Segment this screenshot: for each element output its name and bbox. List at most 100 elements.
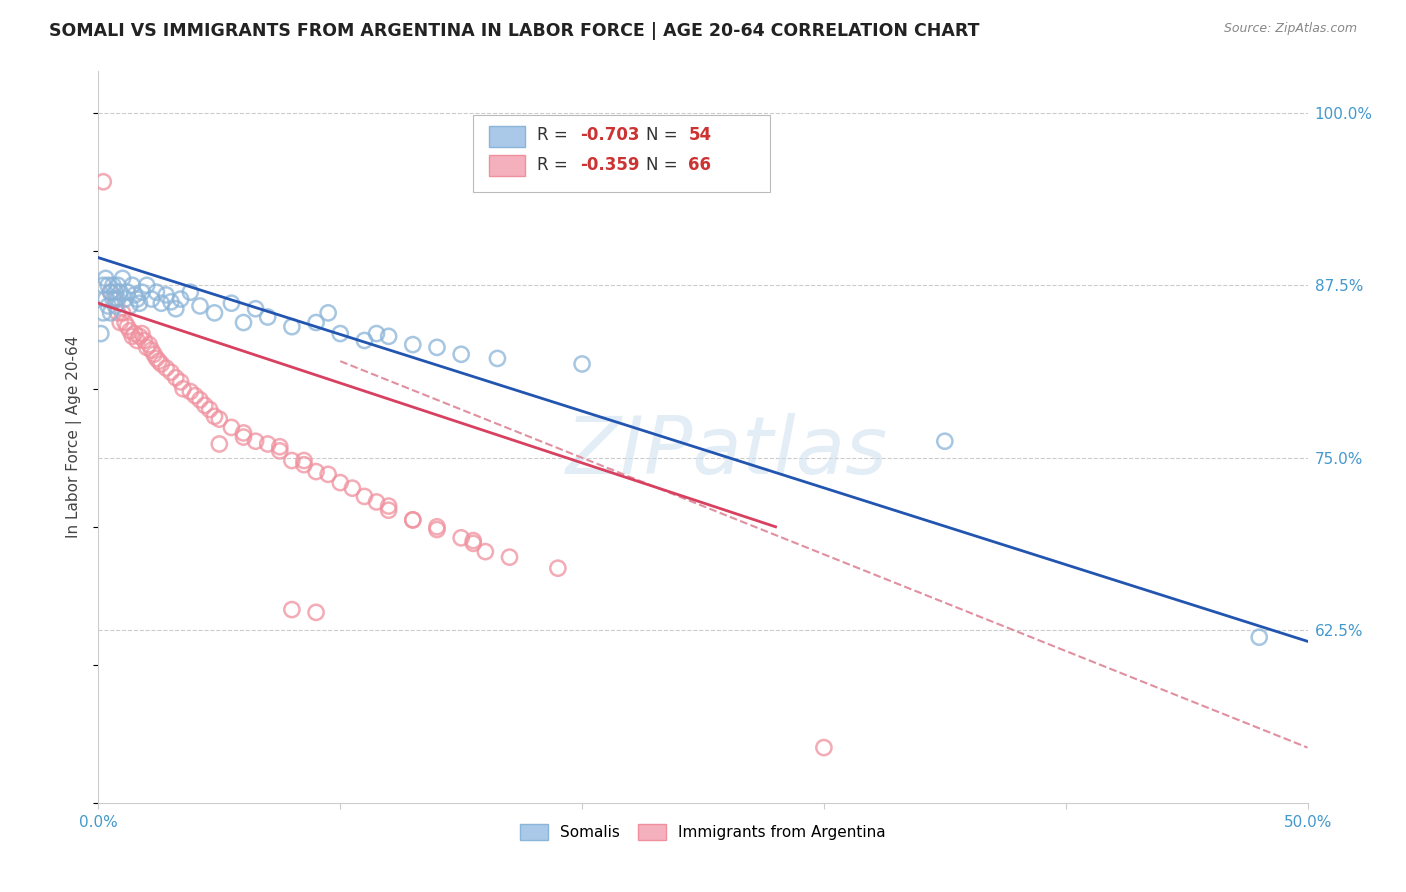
Point: [118, 324, 141, 338]
Text: R =: R =: [537, 126, 574, 144]
Point: [316, 306, 339, 320]
Point: [353, 490, 375, 504]
Point: [90, 326, 112, 341]
Point: [121, 329, 143, 343]
Point: [232, 425, 254, 440]
Point: [108, 285, 131, 300]
Point: [281, 602, 304, 616]
Point: [281, 453, 304, 467]
Point: [121, 278, 143, 293]
Point: [377, 499, 399, 513]
Point: [135, 340, 157, 354]
Text: 66: 66: [689, 156, 711, 174]
Point: [143, 347, 166, 361]
Point: [245, 301, 267, 316]
Point: [128, 296, 150, 310]
Text: Source: ZipAtlas.com: Source: ZipAtlas.com: [1223, 22, 1357, 36]
Point: [329, 475, 352, 490]
Point: [100, 306, 122, 320]
Point: [450, 347, 472, 361]
Point: [114, 292, 136, 306]
Text: ZIPatlas: ZIPatlas: [567, 413, 889, 491]
Text: 54: 54: [689, 126, 711, 144]
Point: [377, 329, 399, 343]
Point: [117, 285, 139, 300]
FancyBboxPatch shape: [489, 155, 526, 176]
Point: [292, 458, 315, 472]
Point: [426, 340, 449, 354]
Point: [269, 440, 291, 454]
Point: [256, 310, 278, 324]
Point: [135, 278, 157, 293]
Legend: Somalis, Immigrants from Argentina: Somalis, Immigrants from Argentina: [515, 818, 891, 847]
Point: [141, 343, 163, 358]
Point: [97, 278, 120, 293]
Point: [104, 285, 127, 300]
Point: [208, 437, 231, 451]
Point: [463, 536, 485, 550]
Point: [1249, 630, 1271, 644]
Point: [91, 278, 114, 293]
Point: [117, 319, 139, 334]
Point: [145, 285, 167, 300]
Point: [108, 316, 131, 330]
Point: [305, 605, 328, 619]
Text: -0.703: -0.703: [579, 126, 640, 144]
Text: N =: N =: [647, 126, 683, 144]
Point: [194, 398, 217, 412]
Point: [571, 357, 593, 371]
Point: [204, 306, 226, 320]
Point: [104, 292, 127, 306]
Point: [281, 319, 304, 334]
Point: [208, 412, 231, 426]
Point: [402, 513, 425, 527]
Point: [366, 495, 388, 509]
Point: [165, 370, 187, 384]
Point: [150, 296, 173, 310]
Point: [107, 292, 129, 306]
Point: [450, 531, 472, 545]
Point: [145, 351, 167, 366]
Point: [232, 316, 254, 330]
Point: [934, 434, 956, 449]
Point: [316, 467, 339, 482]
Point: [305, 316, 328, 330]
Point: [426, 520, 449, 534]
Point: [256, 437, 278, 451]
Point: [169, 375, 191, 389]
Point: [269, 443, 291, 458]
Point: [329, 326, 352, 341]
Point: [131, 326, 153, 341]
Point: [134, 334, 156, 348]
Point: [148, 354, 170, 368]
Point: [118, 299, 141, 313]
Point: [292, 453, 315, 467]
Point: [138, 337, 160, 351]
Text: R =: R =: [537, 156, 574, 174]
Point: [155, 288, 177, 302]
Point: [377, 503, 399, 517]
Point: [150, 357, 173, 371]
Point: [498, 550, 520, 565]
Point: [204, 409, 226, 424]
Point: [813, 740, 835, 755]
Point: [107, 306, 129, 320]
Point: [305, 465, 328, 479]
Point: [245, 434, 267, 449]
Point: [100, 285, 122, 300]
Point: [547, 561, 569, 575]
FancyBboxPatch shape: [489, 126, 526, 146]
Point: [107, 278, 129, 293]
Point: [101, 278, 124, 293]
Point: [94, 292, 117, 306]
Point: [111, 306, 134, 320]
Point: [160, 365, 183, 379]
Point: [172, 382, 194, 396]
Point: [402, 513, 425, 527]
Point: [128, 329, 150, 343]
Point: [188, 392, 211, 407]
Point: [221, 296, 243, 310]
Point: [232, 430, 254, 444]
Point: [184, 389, 207, 403]
Point: [101, 292, 124, 306]
